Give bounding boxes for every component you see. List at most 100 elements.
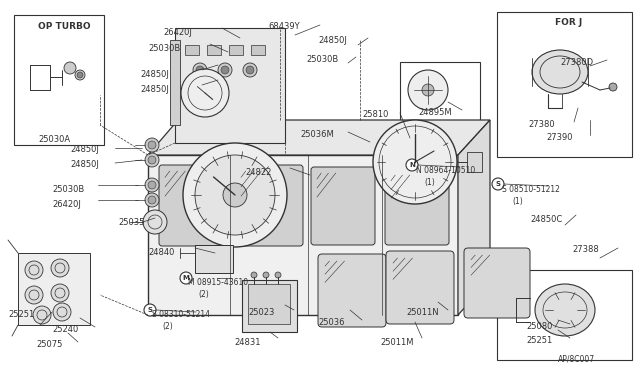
Circle shape [145, 138, 159, 152]
Circle shape [25, 261, 43, 279]
Circle shape [246, 66, 254, 74]
Circle shape [373, 120, 457, 204]
Text: 25023: 25023 [248, 308, 275, 317]
Text: 25011N: 25011N [406, 308, 438, 317]
Text: (2): (2) [162, 322, 173, 331]
Circle shape [263, 272, 269, 278]
Circle shape [275, 272, 281, 278]
FancyBboxPatch shape [159, 165, 227, 246]
Circle shape [53, 303, 71, 321]
Circle shape [223, 183, 247, 207]
Text: 26420J: 26420J [163, 28, 192, 37]
FancyBboxPatch shape [235, 165, 303, 246]
Circle shape [77, 72, 83, 78]
FancyBboxPatch shape [464, 248, 530, 318]
FancyBboxPatch shape [318, 254, 386, 327]
Circle shape [143, 210, 167, 234]
Text: 24850J: 24850J [140, 85, 169, 94]
Bar [14, 15, 104, 145]
Bar [467, 152, 482, 172]
Text: 24850J: 24850J [70, 145, 99, 154]
Text: 24840: 24840 [148, 248, 174, 257]
Circle shape [221, 66, 229, 74]
Text: 24822: 24822 [245, 168, 271, 177]
Circle shape [243, 63, 257, 77]
Text: FOR J: FOR J [555, 18, 582, 27]
Text: (2): (2) [198, 290, 209, 299]
Text: AP/8C007: AP/8C007 [558, 355, 595, 364]
Circle shape [148, 196, 156, 204]
Circle shape [492, 178, 504, 190]
Circle shape [148, 141, 156, 149]
Text: 25251: 25251 [8, 310, 35, 319]
Bar [175, 28, 285, 143]
Text: 25030B: 25030B [306, 55, 339, 64]
Text: (1): (1) [424, 178, 435, 187]
Bar [18, 253, 90, 325]
Text: 24895M: 24895M [418, 108, 452, 117]
Circle shape [148, 181, 156, 189]
Text: S 08310-51214: S 08310-51214 [152, 310, 210, 319]
Text: 25036: 25036 [318, 318, 344, 327]
Bar [497, 270, 632, 360]
Circle shape [251, 272, 257, 278]
Bar [185, 45, 199, 55]
Bar [195, 245, 233, 273]
Text: 25030B: 25030B [148, 44, 180, 53]
Bar [251, 45, 265, 55]
Text: S: S [495, 181, 500, 187]
Text: 24850J: 24850J [70, 160, 99, 169]
FancyBboxPatch shape [311, 167, 375, 245]
Circle shape [183, 143, 287, 247]
Text: 25080: 25080 [526, 322, 552, 331]
Circle shape [64, 62, 76, 74]
Text: 24850C: 24850C [530, 215, 563, 224]
Circle shape [180, 272, 192, 284]
Text: S 08510-51212: S 08510-51212 [502, 185, 560, 194]
Circle shape [408, 70, 448, 110]
Text: M: M [182, 275, 189, 281]
Text: 24831: 24831 [234, 338, 260, 347]
Text: 24850J: 24850J [140, 70, 169, 79]
Text: OP TURBO: OP TURBO [38, 22, 91, 31]
Text: 25240: 25240 [52, 325, 78, 334]
Circle shape [196, 66, 204, 74]
Polygon shape [458, 120, 490, 315]
Polygon shape [148, 120, 490, 155]
Ellipse shape [535, 284, 595, 336]
Text: 24850J: 24850J [318, 36, 347, 45]
Text: 25011M: 25011M [380, 338, 413, 347]
Bar [400, 62, 480, 126]
Text: 25030B: 25030B [52, 185, 84, 194]
Text: N 08964-10510: N 08964-10510 [416, 166, 476, 175]
Text: 25075: 25075 [36, 340, 62, 349]
Circle shape [148, 156, 156, 164]
Circle shape [195, 155, 275, 235]
Circle shape [145, 178, 159, 192]
Text: (1): (1) [512, 197, 523, 206]
FancyBboxPatch shape [385, 169, 449, 245]
Text: N: N [409, 162, 415, 168]
Circle shape [25, 286, 43, 304]
Circle shape [406, 159, 418, 171]
Circle shape [193, 63, 207, 77]
Text: 68439Y: 68439Y [268, 22, 300, 31]
Text: 27380: 27380 [528, 120, 555, 129]
Circle shape [609, 83, 617, 91]
Text: S: S [147, 307, 152, 313]
Bar [148, 155, 458, 315]
FancyBboxPatch shape [386, 251, 454, 324]
Text: M 08915-43610: M 08915-43610 [188, 278, 248, 287]
Text: 26420J: 26420J [52, 200, 81, 209]
Text: 25251: 25251 [526, 336, 552, 345]
Bar [248, 284, 290, 324]
Text: 27388: 27388 [572, 245, 599, 254]
Circle shape [145, 193, 159, 207]
Circle shape [218, 63, 232, 77]
Text: 25810: 25810 [362, 110, 388, 119]
Circle shape [181, 69, 229, 117]
Bar [242, 280, 297, 332]
Text: 25035: 25035 [118, 218, 145, 227]
Bar [207, 45, 221, 55]
Bar [229, 45, 243, 55]
